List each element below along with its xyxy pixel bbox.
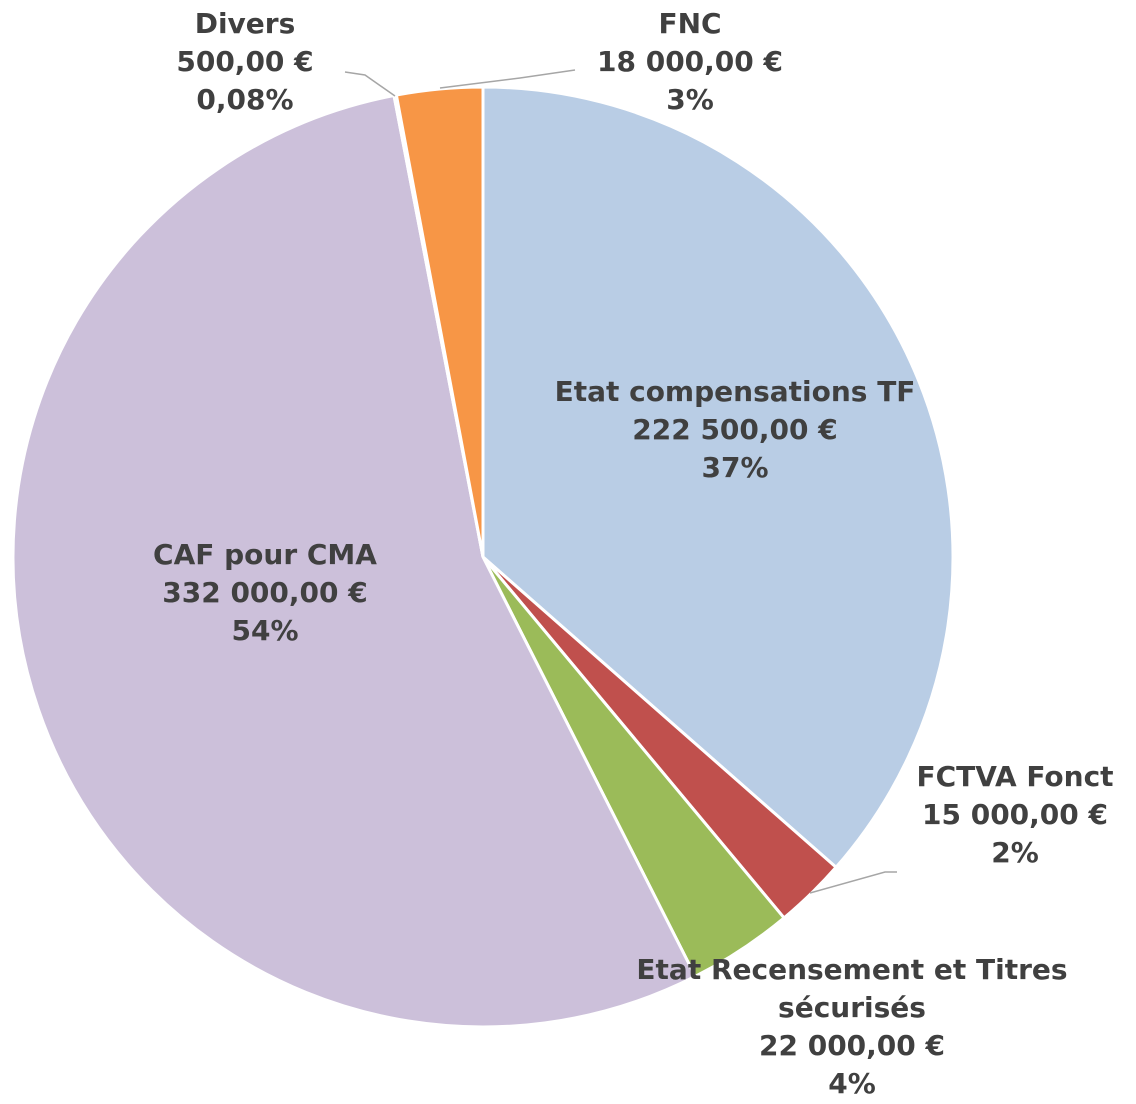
percentage-label: 2%	[991, 836, 1039, 869]
category: Etat Recensement et Titres sécurisés	[636, 953, 1068, 1024]
data-label: FNC 18 000,00 € 3%	[560, 5, 820, 119]
data-label: Etat compensations TF 222 500,00 € 37%	[545, 373, 925, 487]
value-label: 500,00 €	[176, 45, 314, 78]
value-label: 15 000,00 €	[922, 798, 1108, 831]
leader-line	[809, 871, 897, 894]
value-label: 22 000,00 €	[759, 1029, 945, 1062]
pie-slice	[394, 85, 485, 558]
percentage-label: 0,08%	[196, 83, 294, 116]
pie-slice	[481, 85, 955, 870]
value-label: 18 000,00 €	[597, 45, 783, 78]
value-label: 222 500,00 €	[632, 413, 838, 446]
percentage-label: 37%	[701, 451, 769, 484]
category: Divers	[194, 7, 296, 40]
category: FCTVA Fonct	[916, 760, 1114, 793]
category: CAF pour CMA	[153, 538, 377, 571]
pie-slice	[11, 93, 698, 1029]
percentage-label: 54%	[231, 614, 299, 647]
percentage-label: 4%	[828, 1067, 876, 1100]
category: FNC	[658, 7, 722, 40]
value-label: 332 000,00 €	[162, 576, 368, 609]
data-label: CAF pour CMA 332 000,00 € 54%	[115, 536, 415, 650]
leader-line	[344, 71, 396, 97]
percentage-label: 3%	[666, 83, 714, 116]
data-label: Etat Recensement et Titres sécurisés 22 0…	[592, 951, 1112, 1103]
leader-line	[439, 69, 576, 89]
data-label: Divers 500,00 € 0,08%	[135, 5, 355, 119]
category: Etat compensations TF	[554, 375, 916, 408]
data-label: FCTVA Fonct 15 000,00 € 2%	[885, 758, 1136, 872]
